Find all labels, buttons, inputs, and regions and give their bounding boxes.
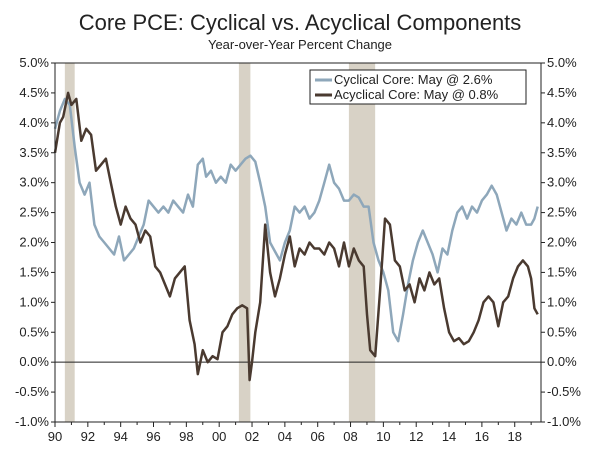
y-tick-label-right: 4.5% <box>547 85 577 100</box>
plot-frame-layer <box>54 62 542 423</box>
x-tick-label: 00 <box>212 429 226 444</box>
y-tick-label-left: 3.0% <box>19 175 49 190</box>
y-tick-label-right: 4.0% <box>547 115 577 130</box>
y-tick-label-right: 1.5% <box>547 264 577 279</box>
y-tick-label-left: 2.0% <box>19 235 49 250</box>
y-tick-label-left: -1.0% <box>15 414 49 429</box>
y-tick-label-right: 5.0% <box>547 55 577 70</box>
series-line-cyclical <box>53 97 539 343</box>
y-tick-label-left: 3.5% <box>19 145 49 160</box>
y-tick-label-left: -0.5% <box>15 384 49 399</box>
recession-band-2 <box>238 63 251 422</box>
y-axis-right: -1.0% -0.5% 0.0% 0.5% 1.0% 1.5% 2.0% 2.5% 3.0% 3.… <box>541 55 581 429</box>
x-tick-label: 16 <box>475 429 489 444</box>
x-tick-label: 04 <box>278 429 292 444</box>
y-tick-label-left: 1.5% <box>19 264 49 279</box>
legend: Cyclical Core: May @ 2.6% Acyclical Core… <box>309 69 527 105</box>
y-tick-label-right: 1.0% <box>547 294 577 309</box>
x-tick-label: 10 <box>376 429 390 444</box>
y-tick-label-right: 3.5% <box>547 145 577 160</box>
y-tick-label-left: 5.0% <box>19 55 49 70</box>
y-tick-label-right: 0.0% <box>547 354 577 369</box>
y-tick-label-left: 1.0% <box>19 294 49 309</box>
series-layer <box>53 91 539 382</box>
y-tick-label-right: -0.5% <box>547 384 581 399</box>
x-tick-label: 14 <box>442 429 456 444</box>
y-tick-label-right: 3.0% <box>547 175 577 190</box>
y-tick-label-right: 2.5% <box>547 205 577 220</box>
x-tick-label: 98 <box>179 429 193 444</box>
legend-label-acyclical: Acyclical Core: May @ 0.8% <box>334 87 499 102</box>
y-tick-label-right: -1.0% <box>547 414 581 429</box>
y-tick-label-left: 4.0% <box>19 115 49 130</box>
legend-box <box>309 69 527 105</box>
x-axis: 90 92 94 96 98 00 02 04 06 08 10 12 14 16 18 <box>48 422 532 444</box>
y-tick-label-left: 0.5% <box>19 324 49 339</box>
chart-title: Core PCE: Cyclical vs. Acyclical Compone… <box>79 10 522 35</box>
legend-label-cyclical: Cyclical Core: May @ 2.6% <box>334 72 493 87</box>
y-tick-label-left: 0.0% <box>19 354 49 369</box>
y-tick-label-left: 2.5% <box>19 205 49 220</box>
y-tick-label-right: 0.5% <box>547 324 577 339</box>
recession-band-3 <box>348 63 376 422</box>
x-tick-label: 96 <box>146 429 160 444</box>
plot-frame <box>54 62 542 423</box>
x-tick-label: 08 <box>343 429 357 444</box>
recession-band-1 <box>64 63 75 422</box>
x-tick-label: 94 <box>113 429 127 444</box>
x-tick-label: 18 <box>507 429 521 444</box>
series-line-acyclical <box>53 91 539 382</box>
y-tick-label-left: 4.5% <box>19 85 49 100</box>
y-tick-label-right: 2.0% <box>547 235 577 250</box>
y-axis-left: -1.0% -0.5% 0.0% 0.5% 1.0% 1.5% 2.0% 2.5% 3.0% 3.… <box>15 55 55 429</box>
chart-subtitle: Year-over-Year Percent Change <box>208 37 392 52</box>
x-tick-label: 02 <box>245 429 259 444</box>
x-tick-label: 92 <box>81 429 95 444</box>
x-tick-label: 06 <box>310 429 324 444</box>
x-tick-label: 90 <box>48 429 62 444</box>
x-tick-label: 12 <box>409 429 423 444</box>
